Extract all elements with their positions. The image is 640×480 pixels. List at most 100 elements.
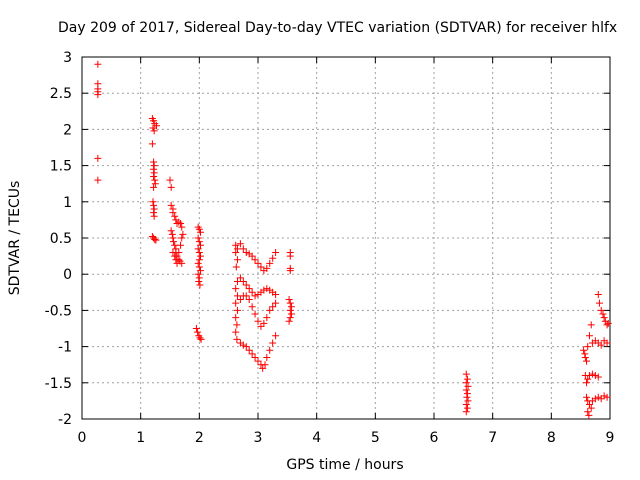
data-point	[232, 314, 240, 322]
data-point	[242, 281, 250, 289]
data-point	[287, 303, 295, 311]
data-point	[239, 245, 247, 253]
y-tick-label: 2.5	[50, 86, 72, 102]
data-point	[175, 248, 183, 256]
data-point	[599, 310, 607, 318]
y-tick-label: 0.5	[50, 231, 72, 247]
data-point	[463, 393, 471, 401]
data-point	[462, 401, 470, 409]
data-point	[239, 341, 247, 349]
data-point	[194, 328, 202, 336]
data-point	[167, 183, 175, 191]
data-point	[594, 290, 602, 298]
data-point	[175, 218, 183, 226]
data-point	[600, 392, 608, 400]
x-axis-label: GPS time / hours	[286, 457, 404, 473]
data-point	[148, 140, 156, 148]
data-point	[171, 212, 179, 220]
data-point	[242, 248, 250, 256]
data-point	[239, 277, 247, 285]
data-point	[196, 334, 204, 342]
data-point	[251, 256, 259, 264]
data-point	[263, 314, 271, 322]
data-point	[597, 306, 605, 314]
data-point	[254, 317, 262, 325]
data-point	[587, 404, 595, 412]
data-point	[150, 127, 158, 135]
data-point	[263, 285, 271, 293]
data-point	[233, 335, 241, 343]
y-tick-label: -1	[58, 340, 72, 356]
data-point	[194, 245, 202, 253]
data-point	[595, 299, 603, 307]
data-point	[254, 259, 262, 267]
data-point	[232, 285, 240, 293]
data-point	[170, 238, 178, 246]
data-point	[463, 375, 471, 383]
data-point	[266, 346, 274, 354]
y-tick-label: 1.5	[50, 159, 72, 175]
y-tick-label: -1.5	[45, 376, 72, 392]
data-point	[150, 165, 158, 173]
data-point	[150, 117, 158, 125]
data-point	[245, 296, 253, 304]
x-tick-label: 7	[488, 430, 497, 446]
x-tick-label: 4	[312, 430, 321, 446]
x-tick-label: 0	[78, 430, 87, 446]
x-tick-label: 5	[371, 430, 380, 446]
data-point	[462, 386, 470, 394]
data-point	[173, 259, 181, 267]
data-point	[248, 288, 256, 296]
y-tick-label: -2	[58, 412, 72, 428]
data-point	[94, 91, 102, 99]
data-point	[169, 234, 177, 242]
data-point	[594, 373, 602, 381]
data-point	[150, 169, 158, 177]
data-point	[263, 353, 271, 361]
data-point	[591, 372, 599, 380]
data-point	[251, 292, 259, 300]
data-point	[583, 357, 591, 365]
data-point	[152, 236, 160, 244]
data-point	[581, 350, 589, 358]
data-point	[151, 235, 159, 243]
data-point	[251, 353, 259, 361]
data-point	[195, 274, 203, 282]
data-point	[286, 314, 294, 322]
data-point	[150, 209, 158, 217]
plot-frame	[81, 56, 611, 420]
data-point	[94, 176, 102, 184]
data-point	[172, 256, 180, 264]
x-tick-label: 2	[195, 430, 204, 446]
data-point	[149, 198, 157, 206]
data-point	[462, 379, 470, 387]
data-point	[236, 296, 244, 304]
data-point	[171, 241, 179, 249]
data-point	[197, 252, 205, 260]
data-point	[232, 299, 240, 307]
data-point	[242, 343, 250, 351]
data-point	[600, 314, 608, 322]
data-point	[233, 245, 241, 253]
data-point	[150, 158, 158, 166]
data-point	[194, 234, 202, 242]
chart-title: Day 209 of 2017, Sidereal Day-to-day VTE…	[58, 20, 618, 36]
data-point	[269, 254, 277, 262]
data-point	[286, 299, 294, 307]
data-point	[591, 395, 599, 403]
data-point	[272, 299, 280, 307]
data-point	[584, 343, 592, 351]
data-point	[150, 183, 158, 191]
y-axis-label: SDTVAR / TECUs	[7, 180, 23, 296]
data-point	[233, 256, 241, 264]
data-point	[232, 248, 240, 256]
data-point	[150, 162, 158, 170]
data-point	[171, 252, 179, 260]
data-point	[286, 252, 294, 260]
data-point	[197, 267, 205, 275]
data-point	[269, 303, 277, 311]
data-point	[286, 306, 294, 314]
data-point	[149, 124, 157, 132]
data-point	[150, 205, 158, 213]
